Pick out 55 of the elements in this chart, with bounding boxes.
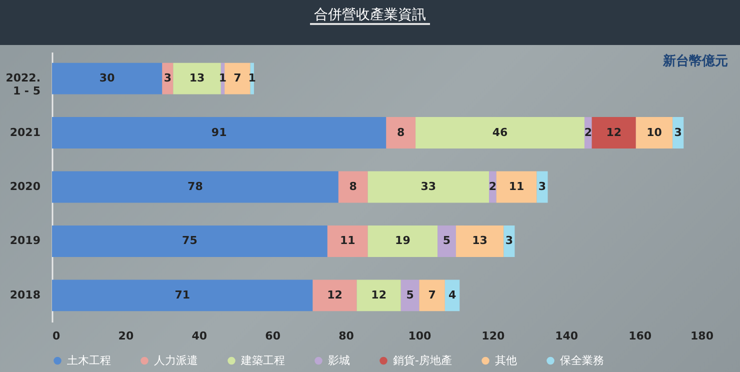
data-label: 7 bbox=[234, 72, 242, 85]
x-tick-label: 60 bbox=[265, 330, 281, 342]
y-tick-label: 2019 bbox=[10, 234, 40, 248]
x-tick-label: 80 bbox=[338, 330, 354, 342]
y-tick-label: 2021 bbox=[10, 126, 40, 139]
legend-label: 建築工程 bbox=[240, 354, 285, 367]
x-tick-label: 160 bbox=[628, 330, 652, 342]
data-label: 4 bbox=[448, 288, 456, 302]
legend-label: 人力派遣 bbox=[154, 354, 198, 367]
data-label: 5 bbox=[406, 288, 414, 302]
data-label: 30 bbox=[99, 72, 116, 85]
data-label: 3 bbox=[164, 72, 172, 85]
data-label: 12 bbox=[606, 126, 622, 139]
data-label: 2 bbox=[584, 126, 592, 139]
data-label: 12 bbox=[371, 288, 386, 302]
y-tick-label: 2020 bbox=[10, 180, 41, 193]
data-label: 8 bbox=[397, 126, 405, 139]
data-label: 2 bbox=[488, 180, 496, 193]
chart-title: 合併營收產業資訊 bbox=[310, 7, 430, 25]
data-label: 13 bbox=[472, 234, 488, 248]
data-label: 11 bbox=[508, 180, 524, 193]
data-label: 13 bbox=[189, 72, 205, 85]
data-label: 78 bbox=[188, 180, 203, 193]
data-label: 12 bbox=[327, 288, 342, 302]
legend-label: 土木工程 bbox=[67, 354, 111, 367]
x-tick-label: 40 bbox=[192, 330, 208, 342]
legend-label: 銷貨-房地產 bbox=[393, 354, 452, 367]
data-label: 3 bbox=[505, 234, 514, 248]
data-label: 8 bbox=[349, 180, 357, 193]
data-label: 33 bbox=[420, 180, 436, 193]
x-tick-label: 120 bbox=[482, 330, 505, 342]
data-label: 7 bbox=[428, 288, 436, 302]
x-tick-label: 180 bbox=[690, 330, 714, 342]
data-label: 5 bbox=[442, 234, 451, 248]
data-label: 71 bbox=[174, 288, 190, 302]
data-label: 10 bbox=[646, 126, 662, 139]
x-tick-label: 140 bbox=[555, 330, 578, 342]
data-label: 91 bbox=[211, 126, 227, 139]
data-label: 1 bbox=[248, 72, 256, 85]
y-tick-label: 2018 bbox=[10, 288, 40, 302]
data-label: 46 bbox=[492, 126, 508, 139]
data-label: 1 bbox=[218, 72, 227, 85]
data-label: 75 bbox=[182, 234, 198, 248]
data-label: 11 bbox=[340, 234, 356, 248]
data-label: 3 bbox=[674, 126, 682, 139]
x-tick-label: 0 bbox=[52, 330, 60, 342]
annotation: 新台幣億元 bbox=[663, 52, 728, 70]
y-tick-label: 2022. 1 - 5 bbox=[6, 72, 40, 98]
x-tick-label: 100 bbox=[408, 330, 432, 342]
legend-label: 影城 bbox=[328, 354, 350, 367]
legend-label: 其他 bbox=[495, 354, 517, 367]
x-tick-label: 20 bbox=[118, 330, 134, 342]
data-label: 3 bbox=[538, 180, 546, 193]
data-label: 19 bbox=[395, 234, 410, 248]
legend-label: 保全業務 bbox=[560, 354, 604, 367]
